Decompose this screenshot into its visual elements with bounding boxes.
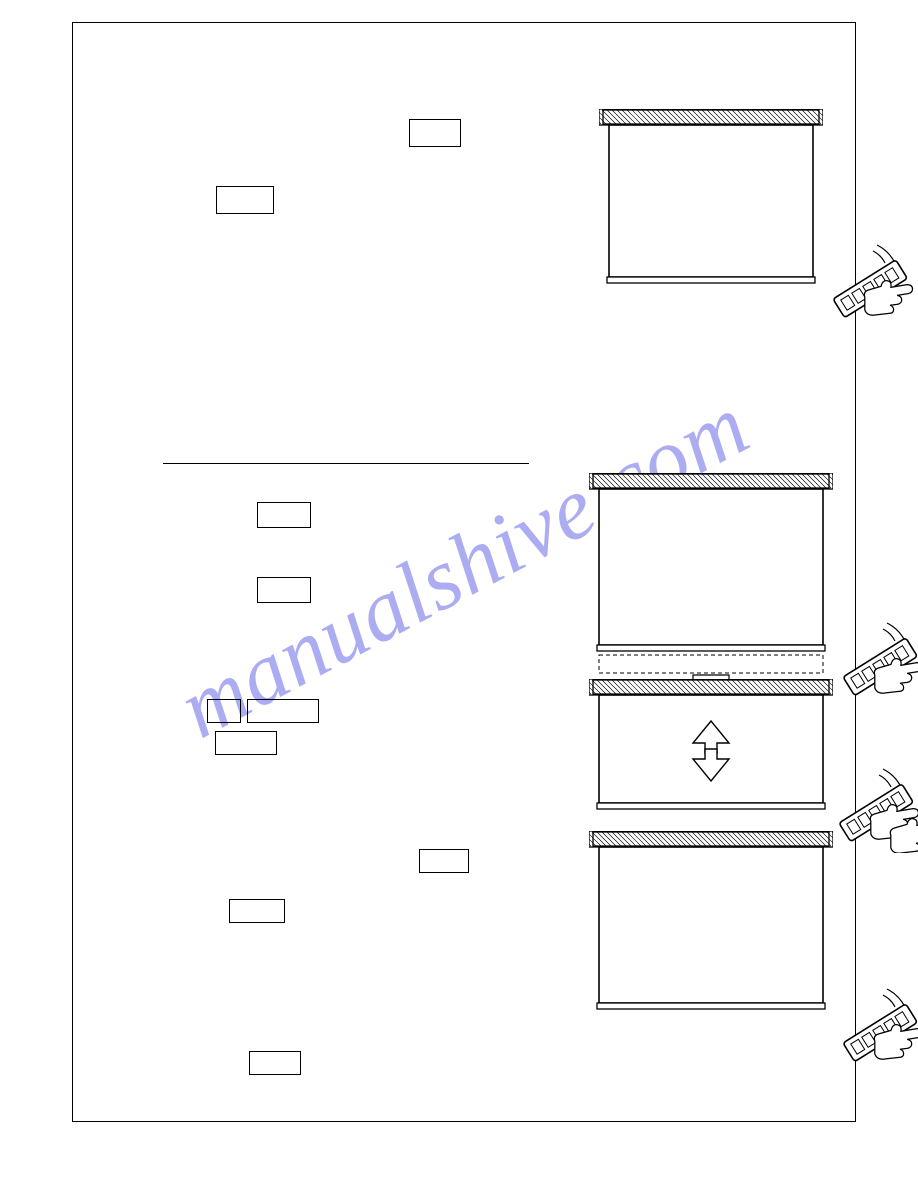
remote-hand-icon bbox=[823, 983, 918, 1073]
screen-diagram-4 bbox=[589, 831, 833, 1011]
remote-hand-icon bbox=[823, 617, 918, 707]
box-4 bbox=[257, 577, 311, 603]
box-8 bbox=[419, 849, 469, 873]
remote-two-hands-icon bbox=[819, 763, 918, 853]
box-2 bbox=[216, 186, 274, 214]
divider-line bbox=[163, 463, 529, 464]
box-7 bbox=[215, 731, 277, 755]
box-10 bbox=[249, 1051, 301, 1075]
box-9 bbox=[229, 899, 285, 923]
box-3 bbox=[257, 502, 311, 528]
screen-diagram-2 bbox=[589, 473, 833, 693]
page-frame: manualshive.com bbox=[72, 22, 856, 1122]
box-5 bbox=[207, 699, 241, 723]
screen-diagram-1 bbox=[599, 109, 823, 285]
remote-hand-icon bbox=[813, 239, 918, 329]
box-6 bbox=[247, 699, 319, 723]
box-1 bbox=[409, 119, 461, 147]
screen-diagram-3-partial bbox=[589, 679, 833, 811]
